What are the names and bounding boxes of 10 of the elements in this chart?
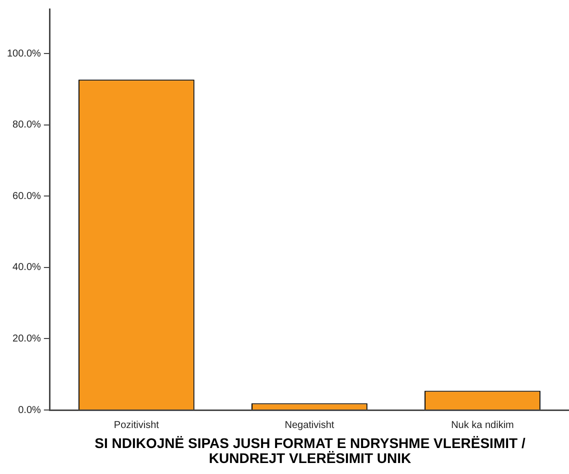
x-axis-title: SI NDIKOJNË SIPAS JUSH FORMAT E NDRYSHME VLERËSIMIT / KUNDREJT VLERËSIMIT UNIK xyxy=(94,435,526,466)
y-tick-label: 80.0% xyxy=(12,120,42,131)
y-tick-label: 0.0% xyxy=(18,404,42,416)
x-tick-label: Nuk ka ndikim xyxy=(451,420,514,431)
x-tick-label: Negativisht xyxy=(284,420,334,431)
y-tick-label: 100.0% xyxy=(6,48,42,60)
y-tick-label: 20.0% xyxy=(12,333,42,344)
x-tick-label: Pozitivisht xyxy=(114,420,160,431)
y-tick-label: 40.0% xyxy=(12,262,42,274)
y-tick-label: 60.0% xyxy=(12,190,42,202)
